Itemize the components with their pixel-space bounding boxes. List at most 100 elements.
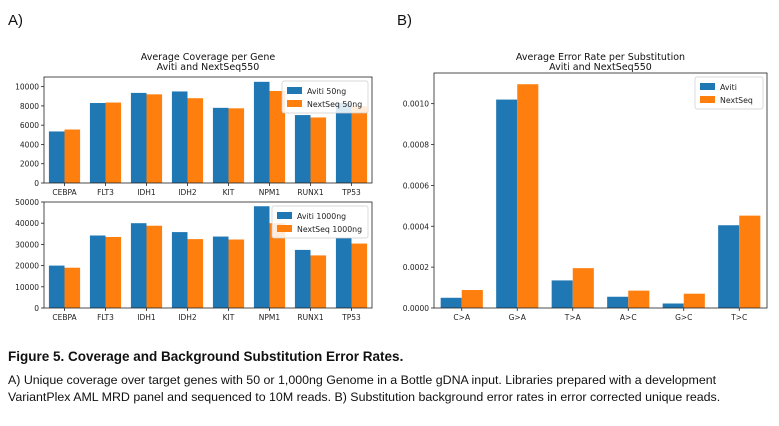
coverage-1000ng-bar-nextseq-NPM1 xyxy=(269,223,286,308)
coverage-50ng-ytick-label: 10000 xyxy=(15,83,39,92)
error-rate-xtick-label: T>A xyxy=(564,313,582,322)
coverage-1000ng-ytick-label: 20000 xyxy=(15,262,39,271)
coverage-50ng-xtick-label: KIT xyxy=(223,188,235,197)
coverage-1000ng-bar-aviti-TP53 xyxy=(335,238,352,308)
caption-body: A) Unique coverage over target genes wit… xyxy=(8,373,721,404)
coverage-1000ng-bar-nextseq-CEBPA xyxy=(64,267,81,308)
coverage-1000ng-legend-swatch-nextseq xyxy=(277,225,292,232)
error-rate-legend-swatch-aviti xyxy=(700,83,715,90)
error-rate-xtick-label: G>A xyxy=(509,313,527,322)
coverage-50ng-bar-nextseq-IDH2 xyxy=(187,98,204,183)
coverage-50ng-bar-aviti-IDH1 xyxy=(130,92,147,183)
coverage-1000ng-xtick-label: TP53 xyxy=(341,313,361,322)
coverage-50ng-bar-aviti-FLT3 xyxy=(89,103,106,183)
coverage-1000ng-bar-nextseq-TP53 xyxy=(351,243,368,308)
error-rate-bar-aviti-T>A xyxy=(551,280,573,308)
coverage-1000ng-xtick-label: FLT3 xyxy=(97,313,114,322)
error-rate-bar-aviti-A>C xyxy=(607,296,629,308)
coverage-1000ng-bar-aviti-NPM1 xyxy=(253,206,270,308)
coverage-50ng-xtick-label: NPM1 xyxy=(259,188,281,197)
coverage-1000ng-frame xyxy=(43,201,373,309)
error-rate-bar-nextseq-G>A xyxy=(517,84,539,309)
coverage-50ng-frame xyxy=(43,76,373,184)
error-rate-legend-label: Aviti xyxy=(720,83,737,92)
coverage-1000ng-ytick-label: 40000 xyxy=(15,219,39,228)
coverage-50ng-legend-label: Aviti 50ng xyxy=(307,87,346,96)
coverage-1000ng-bar-aviti-FLT3 xyxy=(89,235,106,308)
error-rate-bar-aviti-T>C xyxy=(718,225,740,308)
error-rate-subtitle: Aviti and NextSeq550 xyxy=(549,62,652,73)
coverage-50ng-ytick-label: 2000 xyxy=(20,160,39,169)
coverage-1000ng-bar-aviti-KIT xyxy=(212,236,229,308)
coverage-50ng-xtick-label: IDH2 xyxy=(178,188,197,197)
coverage-50ng-subtitle: Aviti and NextSeq550 xyxy=(157,62,260,73)
error-rate-ytick-label: 0.0006 xyxy=(403,181,429,190)
panel-a-label: A) xyxy=(8,12,23,29)
coverage-50ng-bar-aviti-RUNX1 xyxy=(294,115,311,183)
coverage-50ng-bar-nextseq-NPM1 xyxy=(269,90,286,183)
coverage-50ng-bar-nextseq-TP53 xyxy=(351,106,368,183)
error-rate-ytick-label: 0.0008 xyxy=(403,141,429,150)
error-rate-bar-aviti-C>A xyxy=(440,297,462,308)
coverage-50ng-xtick-label: IDH1 xyxy=(137,188,156,197)
coverage-50ng-legend-box xyxy=(281,80,369,114)
coverage-50ng-legend-swatch-aviti xyxy=(287,87,302,94)
coverage-50ng-ytick-label: 8000 xyxy=(20,102,39,111)
coverage-50ng-xtick-label: CEBPA xyxy=(52,188,77,197)
coverage-1000ng-bar-nextseq-IDH2 xyxy=(187,239,204,308)
coverage-50ng-bar-nextseq-FLT3 xyxy=(105,102,122,183)
error-rate-ytick-label: 0.0000 xyxy=(403,304,429,313)
error-rate-ytick-label: 0.0004 xyxy=(403,222,429,231)
coverage-1000ng-bar-aviti-IDH1 xyxy=(130,223,147,308)
coverage-50ng-bar-aviti-NPM1 xyxy=(253,81,270,183)
coverage-50ng-bar-aviti-TP53 xyxy=(335,103,352,183)
error-rate-legend-swatch-nextseq xyxy=(700,96,715,103)
coverage-1000ng-xtick-label: RUNX1 xyxy=(297,313,323,322)
error-rate-bar-nextseq-A>C xyxy=(628,290,650,308)
coverage-1000ng-legend-label: NextSeq 1000ng xyxy=(297,225,362,234)
error-rate-frame xyxy=(433,72,768,309)
coverage-1000ng-ytick-label: 50000 xyxy=(15,198,39,207)
coverage-50ng-xtick-label: RUNX1 xyxy=(297,188,323,197)
coverage-50ng-xtick-label: FLT3 xyxy=(97,188,114,197)
coverage-1000ng-xtick-label: CEBPA xyxy=(52,313,77,322)
error-rate-xtick-label: T>C xyxy=(730,313,747,322)
coverage-50ng-xtick-label: TP53 xyxy=(341,188,361,197)
coverage-50ng-bar-nextseq-KIT xyxy=(228,108,245,183)
error-rate-bar-aviti-G>A xyxy=(496,99,518,308)
error-rate-bar-aviti-G>C xyxy=(662,303,684,308)
error-rate-legend-label: NextSeq xyxy=(720,96,753,105)
coverage-50ng-bar-aviti-CEBPA xyxy=(48,131,65,183)
error-rate-bar-nextseq-T>A xyxy=(572,268,594,308)
coverage-50ng-bar-nextseq-IDH1 xyxy=(146,94,163,183)
coverage-1000ng-bar-nextseq-RUNX1 xyxy=(310,255,327,308)
coverage-1000ng-legend-box xyxy=(271,205,369,239)
coverage-1000ng-legend-swatch-aviti xyxy=(277,212,292,219)
coverage-50ng-ytick-label: 0 xyxy=(34,179,39,188)
coverage-50ng-legend-swatch-nextseq xyxy=(287,100,302,107)
error-rate-ytick-label: 0.0002 xyxy=(403,263,429,272)
error-rate-title: Average Error Rate per Substitution xyxy=(516,52,685,63)
coverage-1000ng-xtick-label: IDH2 xyxy=(178,313,197,322)
coverage-1000ng-bar-nextseq-KIT xyxy=(228,239,245,308)
coverage-50ng-bar-aviti-IDH2 xyxy=(171,91,188,183)
coverage-1000ng-xtick-label: NPM1 xyxy=(259,313,281,322)
coverage-50ng-bar-nextseq-CEBPA xyxy=(64,129,81,183)
caption-title: Figure 5. Coverage and Background Substi… xyxy=(8,349,404,364)
error-rate-bar-nextseq-G>C xyxy=(683,293,705,308)
coverage-50ng-ytick-label: 4000 xyxy=(20,140,39,149)
error-rate-xtick-label: A>C xyxy=(620,313,637,322)
coverage-1000ng-xtick-label: IDH1 xyxy=(137,313,156,322)
error-rate-xtick-label: G>C xyxy=(675,313,692,322)
coverage-50ng-bar-aviti-KIT xyxy=(212,107,229,183)
coverage-50ng-legend-label: NextSeq 50ng xyxy=(307,100,362,109)
coverage-1000ng-bar-nextseq-IDH1 xyxy=(146,225,163,308)
error-rate-xtick-label: C>A xyxy=(453,313,471,322)
coverage-1000ng-legend-label: Aviti 1000ng xyxy=(297,212,346,221)
error-rate-bar-nextseq-C>A xyxy=(461,290,483,308)
coverage-1000ng-ytick-label: 30000 xyxy=(15,240,39,249)
coverage-50ng-ytick-label: 6000 xyxy=(20,121,39,130)
coverage-1000ng-bar-nextseq-FLT3 xyxy=(105,236,122,308)
coverage-1000ng-ytick-label: 10000 xyxy=(15,283,39,292)
